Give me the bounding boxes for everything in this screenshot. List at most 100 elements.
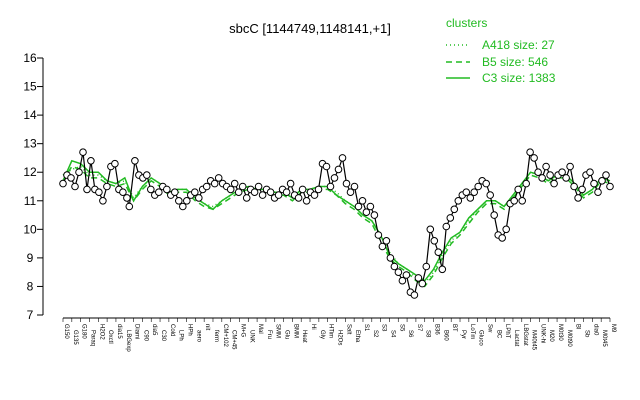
x-category-label: dia0 — [592, 324, 598, 336]
y-tick-label: 14 — [23, 108, 37, 122]
x-category-label: LBGexp — [125, 330, 131, 352]
x-category-label: aero — [195, 330, 201, 343]
data-point — [382, 237, 391, 245]
data-point — [362, 208, 371, 216]
data-point — [143, 171, 151, 179]
x-category-label: UNK-hi — [539, 324, 545, 343]
data-point — [606, 182, 614, 191]
data-point — [546, 171, 554, 179]
data-point — [558, 168, 566, 176]
x-category-label: ferm — [213, 330, 219, 342]
data-point — [426, 225, 435, 234]
x-category-label: Cold — [169, 324, 175, 336]
data-point — [266, 188, 275, 196]
data-point — [398, 276, 407, 285]
data-point — [286, 179, 295, 188]
data-point — [131, 157, 139, 165]
data-point — [562, 174, 570, 182]
data-point — [518, 197, 527, 205]
data-point — [418, 279, 427, 288]
x-category-label: HTim — [328, 324, 334, 338]
x-category-label: Paraq — [89, 330, 95, 346]
data-point — [590, 179, 598, 188]
data-point — [79, 148, 87, 156]
data-point — [59, 179, 67, 188]
x-category-label: LPh — [178, 330, 184, 341]
data-point — [482, 179, 491, 188]
x-category-label: Gly — [319, 330, 325, 339]
y-tick-label: 16 — [23, 51, 37, 65]
data-point — [446, 214, 455, 222]
x-category-label: M+G — [239, 324, 245, 338]
data-point — [470, 188, 479, 196]
y-tick-label: 12 — [23, 165, 37, 179]
data-point — [414, 274, 423, 282]
data-point — [486, 191, 495, 199]
data-point — [87, 157, 95, 165]
data-point — [454, 197, 463, 205]
data-point — [226, 185, 235, 194]
y-tick-label: 10 — [23, 222, 37, 236]
data-point — [302, 197, 311, 205]
data-point — [214, 174, 223, 182]
legend: clusters A418 size: 27 B5 size: 546 C3 s… — [446, 16, 556, 85]
data-point — [250, 188, 259, 196]
x-category-label: G180 — [81, 324, 87, 339]
data-point — [598, 177, 606, 185]
y-tick-label: 15 — [23, 80, 37, 94]
x-category-label: Hi — [310, 324, 316, 330]
data-point — [346, 188, 355, 196]
x-category-label: B36 — [434, 324, 440, 335]
data-point — [410, 291, 419, 299]
data-point — [191, 188, 199, 196]
x-category-label: S4 — [389, 330, 395, 338]
data-point — [534, 168, 542, 176]
data-point — [602, 171, 610, 179]
data-point — [462, 188, 471, 196]
data-point — [394, 268, 403, 277]
data-point — [238, 182, 247, 191]
x-category-labels: G150 G135 G180 Paraq H2O2 Oxctl dia15 LBGexp Dia… — [62, 318, 616, 352]
x-category-label: CM+102 — [222, 324, 228, 348]
data-point — [474, 182, 483, 191]
data-point — [450, 205, 459, 214]
data-point — [370, 211, 379, 219]
data-point — [338, 154, 347, 162]
x-category-label: B60 — [442, 330, 448, 341]
data-point — [179, 202, 187, 211]
x-category-label: G150 — [63, 324, 69, 339]
data-point — [594, 188, 602, 196]
x-category-label: LPhT — [504, 324, 510, 339]
data-point — [538, 174, 546, 182]
legend-item-b5: B5 size: 546 — [482, 55, 548, 69]
x-category-label: LBGstat — [522, 324, 528, 346]
data-points — [59, 148, 614, 299]
data-point — [125, 202, 134, 211]
data-point — [75, 168, 83, 176]
x-category-label: H2O2 — [98, 324, 104, 340]
data-point — [430, 237, 439, 245]
data-point — [310, 191, 319, 199]
x-category-label: Diami — [134, 324, 140, 339]
data-point — [490, 211, 499, 219]
data-point — [542, 162, 550, 171]
data-point — [99, 197, 107, 205]
data-point — [234, 188, 243, 196]
data-point — [147, 185, 155, 194]
data-point — [402, 271, 411, 279]
x-category-label: HPh — [187, 324, 193, 336]
x-category-label: S7 — [416, 324, 422, 332]
x-category-label: M0t90 — [566, 330, 572, 347]
x-category-label: CM+45 — [231, 330, 237, 350]
data-point — [175, 197, 183, 205]
x-category-label: M0t30 — [557, 324, 563, 341]
data-point — [230, 179, 239, 188]
data-point — [195, 194, 203, 202]
data-point — [350, 182, 359, 191]
data-point — [67, 174, 75, 182]
legend-item-a418: A418 size: 27 — [482, 38, 555, 52]
x-category-label: C30 — [160, 330, 166, 342]
data-point — [163, 185, 171, 194]
data-point — [254, 182, 263, 191]
